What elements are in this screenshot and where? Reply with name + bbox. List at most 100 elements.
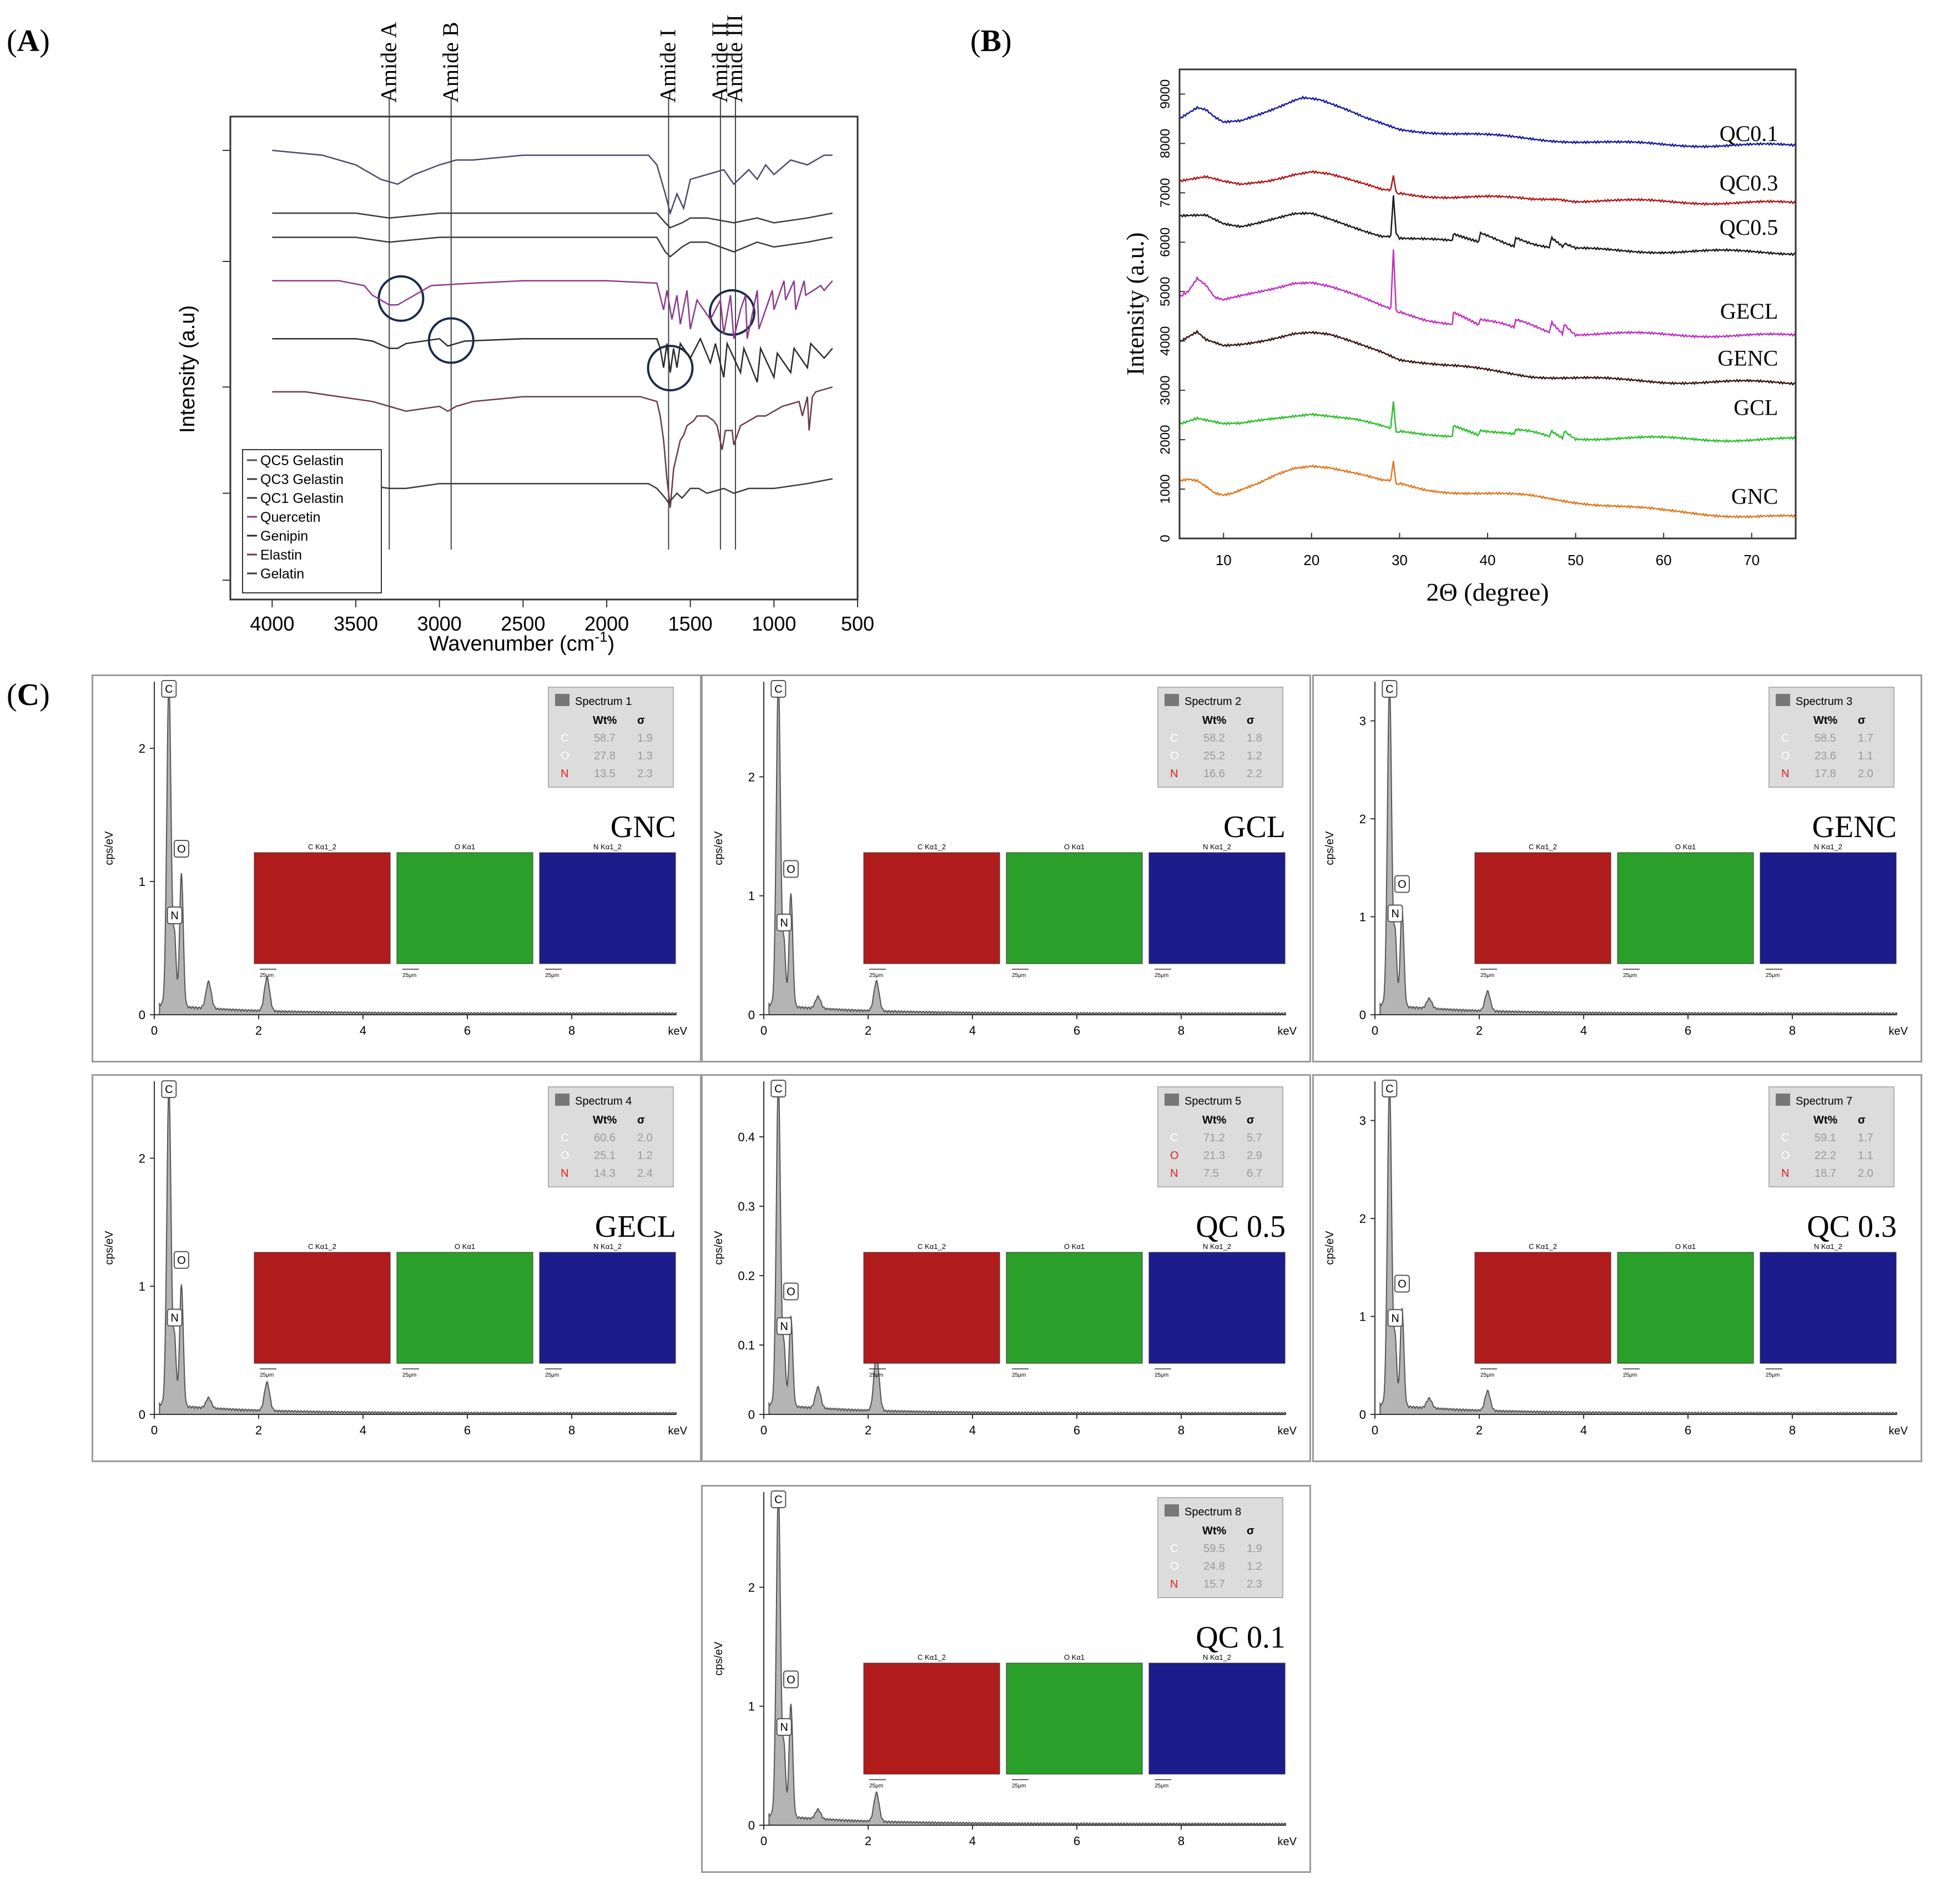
eds-row-wt-C: 59.1 bbox=[1815, 1132, 1836, 1144]
eds-y-tick-label-2: 2 bbox=[139, 1151, 145, 1165]
eds-map-carbon bbox=[254, 852, 391, 964]
eds-sample-name: GNC bbox=[611, 810, 676, 844]
eds-x-tick-label-6: 6 bbox=[1074, 1024, 1080, 1037]
eds-x-tick-label-2: 2 bbox=[255, 1024, 262, 1037]
eds-peak-label-C: C bbox=[774, 1494, 782, 1506]
xrd-series-gnc bbox=[1179, 461, 1797, 519]
eds-peak-label-N: N bbox=[1391, 1312, 1399, 1324]
eds-scale-bar-label-3: 25μm bbox=[1766, 1372, 1780, 1378]
eds-row-element-O: O bbox=[561, 750, 570, 762]
eds-x-tick-label-6: 6 bbox=[1685, 1024, 1691, 1037]
eds-scale-bar-label-1: 25μm bbox=[869, 1783, 883, 1789]
xrd-x-tick-label-40: 40 bbox=[1480, 552, 1496, 568]
xrd-series-gecl bbox=[1179, 249, 1796, 339]
eds-x-tick-label-8: 8 bbox=[1178, 1834, 1185, 1848]
eds-x-unit-label: keV bbox=[1278, 1025, 1297, 1037]
xrd-series-labels: QC0.1 QC0.3 QC0.5 GECL GENC GCL GNC bbox=[1717, 121, 1778, 509]
eds-peak-marker-O bbox=[783, 1282, 799, 1301]
eds-y-tick-label-1: 1 bbox=[139, 875, 145, 889]
eds-map-title-1: C Kα1_2 bbox=[308, 1242, 336, 1251]
eds-table-header-sigma: σ bbox=[1247, 1525, 1254, 1537]
eds-map-oxygen bbox=[1006, 852, 1143, 964]
ftir-plot-frame bbox=[229, 115, 859, 601]
eds-y-axis-label: cps/eV bbox=[713, 1641, 725, 1676]
eds-x-tick-label-2: 2 bbox=[255, 1423, 262, 1437]
eds-row-element-C: C bbox=[561, 732, 568, 744]
eds-map-nitrogen bbox=[1148, 852, 1286, 964]
eds-row-wt-C: 59.5 bbox=[1203, 1543, 1225, 1555]
eds-row-element-C: C bbox=[1781, 1132, 1789, 1144]
ftir-x-tick-label-2500: 2500 bbox=[501, 612, 545, 635]
eds-scale-bar-label-2: 25μm bbox=[1012, 1783, 1026, 1789]
amide-label-amide-ii: Amide II bbox=[707, 22, 732, 103]
eds-scale-bar-label-1: 25μm bbox=[869, 973, 883, 979]
eds-x-tick-label-2: 2 bbox=[865, 1834, 871, 1848]
eds-x-tick-label-0: 0 bbox=[760, 1834, 767, 1848]
eds-y-tick-label-0: 0 bbox=[1359, 1408, 1366, 1422]
eds-table-header-wt: Wt% bbox=[593, 714, 617, 727]
eds-peak-label-C: C bbox=[165, 1084, 173, 1096]
xrd-series-label-gcl: GCL bbox=[1734, 395, 1778, 420]
xrd-y-tick-label-2000: 2000 bbox=[1158, 425, 1173, 454]
ftir-legend-label-elastin: Elastin bbox=[260, 547, 302, 563]
eds-x-tick-label-6: 6 bbox=[1074, 1423, 1080, 1437]
eds-table-header-sigma: σ bbox=[637, 714, 645, 727]
eds-row-sigma-C: 1.8 bbox=[1247, 732, 1262, 744]
eds-map-title-1: C Kα1_2 bbox=[918, 1653, 946, 1661]
eds-scale-bar-label-3: 25μm bbox=[545, 1372, 559, 1378]
ftir-series-group bbox=[272, 149, 833, 508]
eds-sample-name: GECL bbox=[595, 1210, 676, 1244]
eds-spectrum-gcl bbox=[768, 681, 1286, 1016]
eds-spectrum-title: Spectrum 5 bbox=[1185, 1095, 1241, 1107]
xrd-svg: 10 20 30 40 50 60 70 0 1000 2000 3000 4000 5000 6000 7… bbox=[1122, 68, 1797, 606]
eds-map-nitrogen bbox=[539, 852, 676, 964]
eds-x-tick-label-0: 0 bbox=[151, 1024, 158, 1037]
panel-label-a: (A) bbox=[7, 24, 50, 58]
amide-label-amide-a: Amide A bbox=[376, 22, 401, 103]
eds-panel-genc: 0 2 4 6 8 keV 0 1 2 3 cps/eV C O N Spectrum 3 Wt% σ C 58.5… bbox=[1312, 674, 1922, 1062]
eds-peak-marker-C bbox=[770, 1490, 787, 1508]
eds-x-tick-label-8: 8 bbox=[1789, 1423, 1796, 1437]
ftir-x-axis-label: Wavenumber (cm-1) bbox=[429, 628, 614, 655]
eds-map-title-2: O Kα1 bbox=[1675, 843, 1696, 851]
eds-row-wt-O: 24.8 bbox=[1203, 1560, 1225, 1573]
eds-row-sigma-O: 1.1 bbox=[1858, 1150, 1873, 1162]
eds-map-oxygen bbox=[1617, 1252, 1754, 1364]
eds-x-tick-label-4: 4 bbox=[1580, 1024, 1587, 1037]
eds-x-tick-label-8: 8 bbox=[1789, 1024, 1796, 1037]
eds-scale-bar-label-2: 25μm bbox=[1623, 1372, 1637, 1378]
xrd-y-tick-label-7000: 7000 bbox=[1158, 178, 1173, 208]
eds-row-sigma-C: 5.7 bbox=[1247, 1132, 1262, 1144]
ftir-legend-label-gelatin: Gelatin bbox=[260, 566, 304, 582]
eds-row-wt-N: 13.5 bbox=[594, 768, 616, 780]
eds-spectrum-gnc bbox=[159, 681, 677, 1016]
eds-panel-gnc: 0 2 4 6 8 keV 0 1 2 cps/eV C O N Spectrum 1 Wt% σ C 58.7 1… bbox=[92, 674, 702, 1062]
eds-y-tick-label-0: 0 bbox=[748, 1408, 755, 1422]
eds-row-wt-O: 27.8 bbox=[594, 750, 616, 762]
eds-table-header-sigma: σ bbox=[1858, 1114, 1866, 1126]
eds-y-tick-label-2: 2 bbox=[748, 770, 755, 784]
eds-peak-label-C: C bbox=[774, 1083, 782, 1095]
eds-row-element-N: N bbox=[1170, 768, 1178, 780]
eds-row-wt-N: 18.7 bbox=[1815, 1167, 1836, 1180]
eds-x-tick-label-8: 8 bbox=[1178, 1024, 1185, 1037]
eds-map-carbon bbox=[863, 852, 1000, 964]
eds-row-element-O: O bbox=[1170, 1150, 1179, 1162]
eds-map-title-2: O Kα1 bbox=[1064, 1653, 1085, 1661]
xrd-series-label-qc0-3: QC0.3 bbox=[1720, 170, 1778, 195]
eds-spectrum-title: Spectrum 3 bbox=[1796, 696, 1852, 708]
eds-x-tick-label-4: 4 bbox=[969, 1423, 976, 1437]
eds-table-swatch bbox=[555, 694, 570, 706]
eds-peak-marker-O bbox=[1394, 875, 1410, 893]
ftir-series-genipin bbox=[272, 337, 833, 382]
eds-peak-marker-N bbox=[167, 906, 183, 924]
eds-table-header-wt: Wt% bbox=[1813, 1114, 1838, 1126]
eds-row-wt-O: 22.2 bbox=[1815, 1150, 1836, 1162]
ftir-x-tick-label-4000: 4000 bbox=[250, 612, 294, 635]
eds-map-title-2: O Kα1 bbox=[1675, 1242, 1696, 1251]
eds-scale-bar-label-3: 25μm bbox=[545, 973, 559, 979]
eds-map-title-1: C Kα1_2 bbox=[1529, 843, 1557, 851]
amide-label-amide-iii: Amide III bbox=[722, 14, 747, 103]
xrd-y-tick-label-3000: 3000 bbox=[1158, 375, 1173, 405]
